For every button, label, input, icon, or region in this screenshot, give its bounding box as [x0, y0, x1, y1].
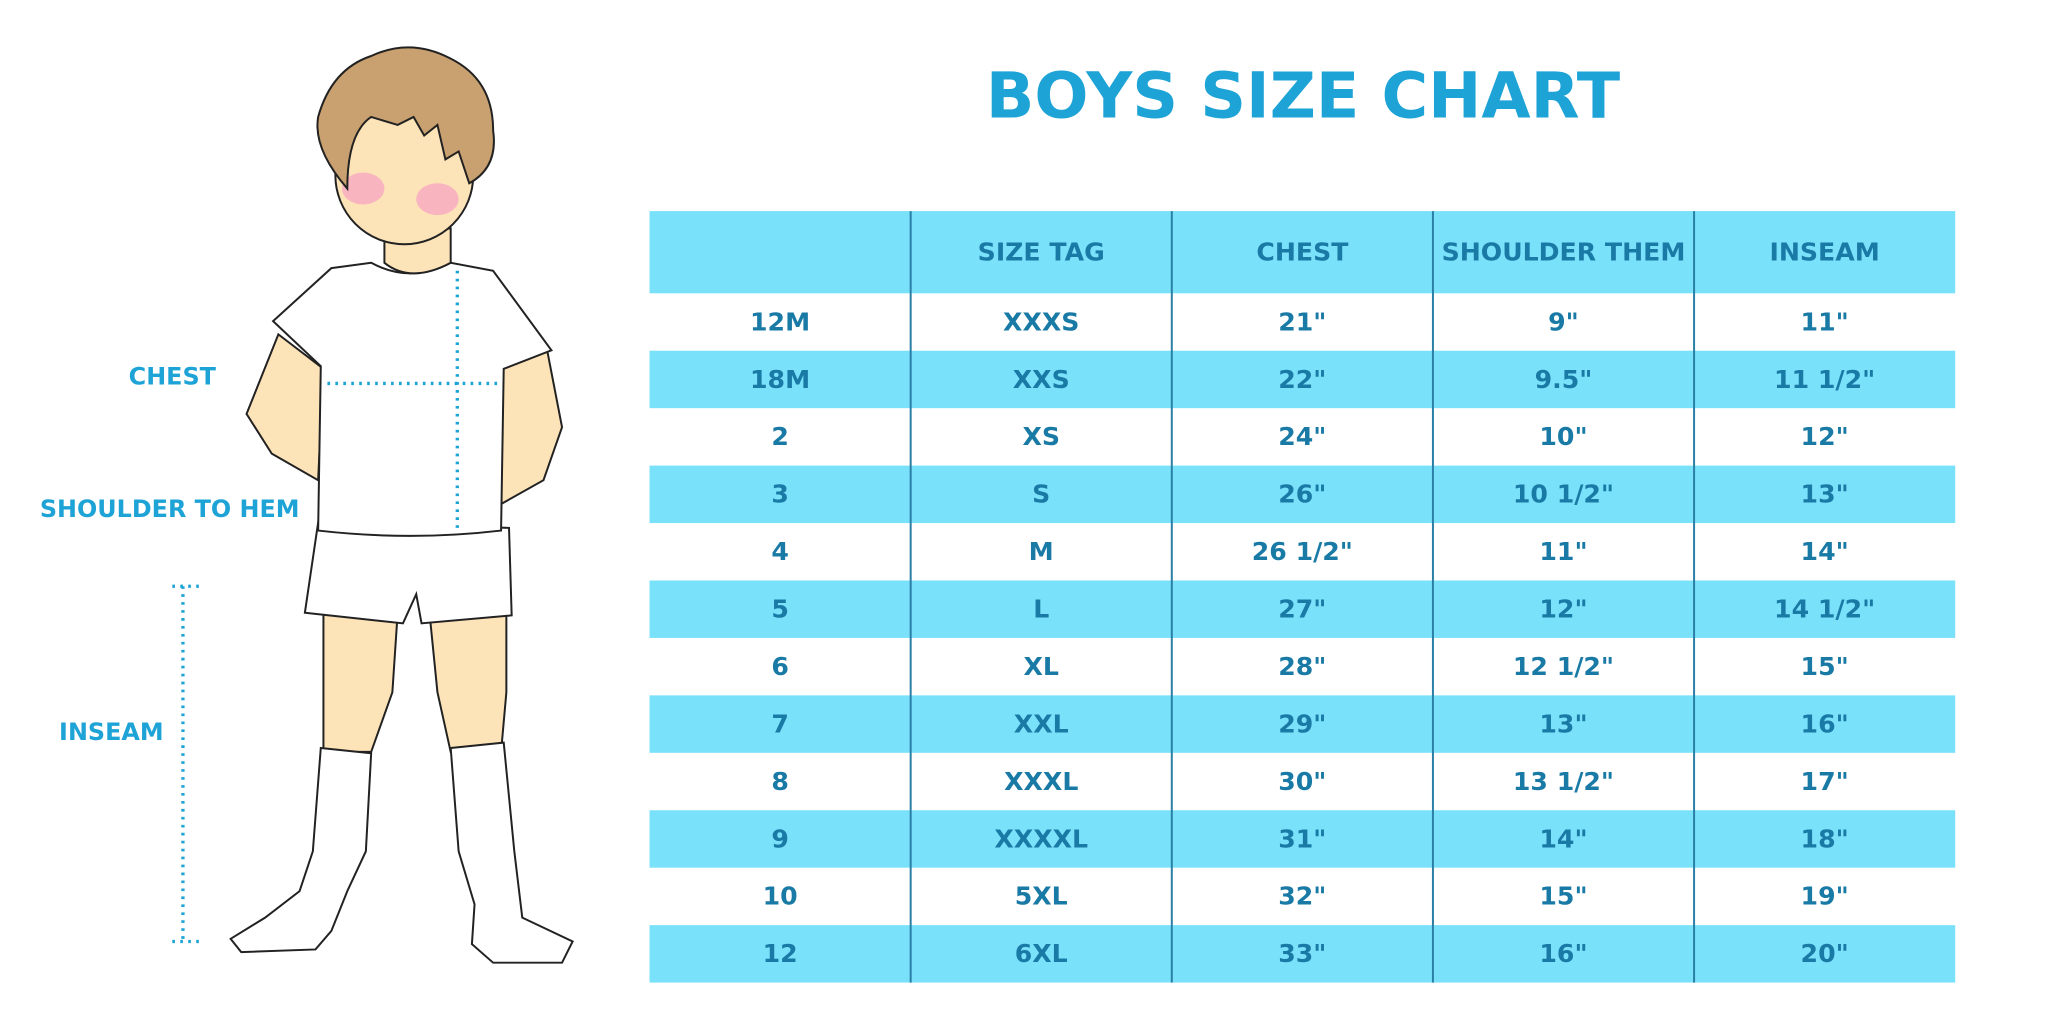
table-cell: 26 1/2" — [1252, 537, 1353, 566]
table-cell: 20" — [1801, 939, 1849, 968]
header-cell: CHEST — [1256, 238, 1349, 267]
header-bg — [649, 211, 1956, 294]
table-cell: 27" — [1278, 595, 1326, 624]
table-cell: 9 — [771, 824, 789, 853]
boy-illustration — [229, 46, 574, 964]
table-cell: 11" — [1801, 307, 1849, 336]
table-cell: 11" — [1539, 537, 1587, 566]
table-cell: 2 — [771, 422, 789, 451]
table-cell: XXXXL — [994, 824, 1088, 853]
table-cell: 15" — [1801, 652, 1849, 681]
table-cell: XXXL — [1004, 767, 1078, 796]
table-cell: XL — [1024, 652, 1059, 681]
table-cell: 13" — [1801, 480, 1849, 509]
table-cell: 10" — [1539, 422, 1587, 451]
table-cell: M — [1029, 537, 1054, 566]
table-cell: 30" — [1278, 767, 1326, 796]
table-cell: 24" — [1278, 422, 1326, 451]
table-cell: 12" — [1801, 422, 1849, 451]
table-cell: 12M — [750, 307, 810, 336]
table-cell: 31" — [1278, 824, 1326, 853]
table-cell: 16" — [1801, 709, 1849, 738]
table-cell: 12" — [1539, 595, 1587, 624]
row-stripe — [649, 465, 1956, 524]
measure-lines — [172, 270, 499, 944]
table-cell: 21" — [1278, 307, 1326, 336]
header-cell: SHOULDER THEM — [1442, 238, 1686, 267]
table-cell: 32" — [1278, 882, 1326, 911]
table-cell: 3 — [771, 480, 789, 509]
row-stripe — [649, 350, 1956, 409]
table-cell: 15" — [1539, 882, 1587, 911]
table-cell: 28" — [1278, 652, 1326, 681]
header-cell: INSEAM — [1769, 238, 1879, 267]
row-stripe — [649, 580, 1956, 638]
table-cell: 18M — [750, 365, 810, 394]
table-cell: XXXS — [1003, 307, 1079, 336]
table-cell: 22" — [1278, 365, 1326, 394]
table-cell: 33" — [1278, 939, 1326, 968]
table-cell: 29" — [1278, 709, 1326, 738]
table-cell: XXL — [1014, 709, 1069, 738]
table-cell: 13" — [1539, 709, 1587, 738]
table-cell: 14" — [1539, 824, 1587, 853]
table-cell: 17" — [1801, 767, 1849, 796]
row-stripe — [649, 925, 1956, 983]
table-cell: 10 1/2" — [1513, 480, 1614, 509]
table-cell: 5 — [771, 595, 789, 624]
table-cell: 9" — [1548, 307, 1579, 336]
table-cell: 6XL — [1015, 939, 1068, 968]
table-cell: 12 1/2" — [1513, 652, 1614, 681]
table-cell: S — [1032, 480, 1050, 509]
table-cell: 16" — [1539, 939, 1587, 968]
table-cell: 14" — [1801, 537, 1849, 566]
table-cell: 7 — [771, 709, 789, 738]
table-cell: 19" — [1801, 882, 1849, 911]
table-cell: 13 1/2" — [1513, 767, 1614, 796]
table-cell: 11 1/2" — [1774, 365, 1875, 394]
table-cell: 26" — [1278, 480, 1326, 509]
inseam-label: INSEAM — [59, 718, 164, 746]
table-cell: L — [1033, 595, 1049, 624]
title: BOYS SIZE CHART — [986, 59, 1621, 133]
table-cell: 4 — [771, 537, 789, 566]
chest-label: CHEST — [129, 363, 217, 391]
table-cell: 5XL — [1015, 882, 1068, 911]
table-cell: 6 — [771, 652, 789, 681]
table-cell: XS — [1022, 422, 1060, 451]
table-cell: 10 — [763, 882, 798, 911]
table-cell: 12 — [763, 939, 798, 968]
table-cell: 14 1/2" — [1774, 595, 1875, 624]
shoulder-label: SHOULDER TO HEM — [40, 495, 300, 523]
row-stripe — [649, 810, 1956, 868]
table-cell: 8 — [771, 767, 789, 796]
table-cell: XXS — [1013, 365, 1070, 394]
table-cell: 18" — [1801, 824, 1849, 853]
table-cell: 9.5" — [1535, 365, 1593, 394]
header-cell: SIZE TAG — [978, 238, 1105, 267]
row-stripe — [649, 695, 1956, 753]
